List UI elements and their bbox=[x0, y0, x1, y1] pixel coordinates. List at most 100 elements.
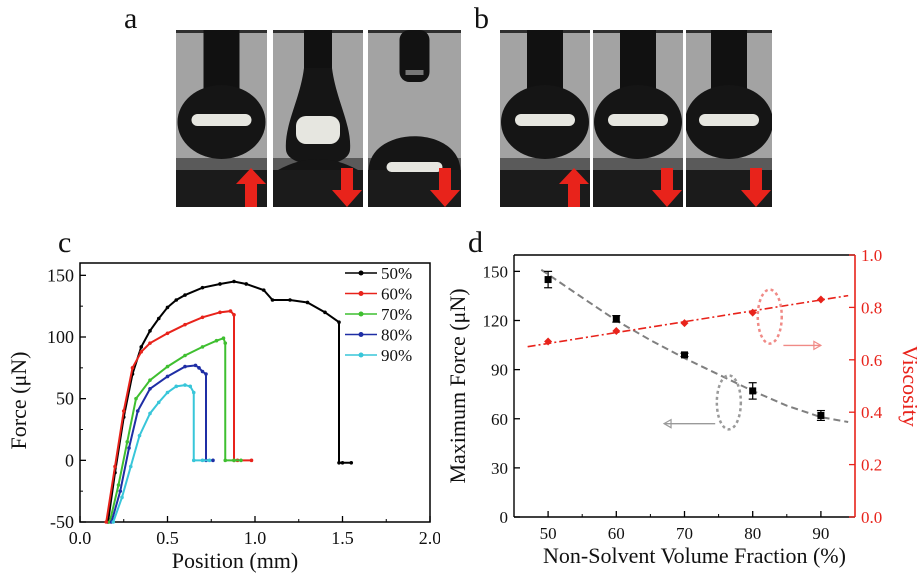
droplet-photo-graphic bbox=[273, 30, 363, 207]
data-point bbox=[156, 400, 161, 405]
data-point bbox=[232, 458, 236, 463]
data-point bbox=[113, 464, 117, 469]
force-fit-curve bbox=[540, 268, 849, 424]
data-point bbox=[193, 363, 198, 368]
y-tick-label: 30 bbox=[491, 459, 508, 478]
data-point bbox=[137, 433, 142, 438]
y-tick-label: 90 bbox=[491, 361, 508, 380]
data-point bbox=[121, 409, 126, 413]
data-point bbox=[165, 364, 170, 369]
data-point bbox=[183, 353, 187, 358]
data-point bbox=[244, 282, 249, 286]
viscosity-series-circle bbox=[756, 288, 783, 345]
droplet-highlight bbox=[296, 116, 340, 144]
panel-letter-d: d bbox=[468, 226, 483, 259]
x-tick-label: 50 bbox=[540, 524, 557, 543]
droplet-photo-graphic bbox=[176, 30, 267, 207]
y-tick-label: 100 bbox=[47, 327, 74, 347]
data-point bbox=[174, 298, 179, 302]
legend-label: 80% bbox=[381, 326, 412, 345]
data-point bbox=[165, 331, 170, 336]
data-point bbox=[261, 288, 266, 292]
needle bbox=[527, 30, 563, 92]
y-right-tick-label: 0.8 bbox=[861, 298, 882, 317]
arrow-down-icon bbox=[652, 168, 682, 207]
substrate-reflection bbox=[176, 158, 267, 170]
force-point bbox=[817, 411, 825, 419]
x-axis-label: Position (mm) bbox=[172, 548, 299, 573]
data-point bbox=[116, 483, 121, 487]
needle bbox=[203, 30, 240, 92]
x-tick-label: 1.0 bbox=[244, 528, 267, 548]
droplet-photo-b-2 bbox=[593, 30, 683, 207]
x-axis-label: Non-Solvent Volume Fraction (%) bbox=[543, 543, 846, 568]
viscosity-point bbox=[612, 326, 621, 335]
data-point bbox=[249, 458, 254, 463]
droplet-photo-a-2 bbox=[273, 30, 363, 207]
data-point bbox=[148, 411, 152, 416]
substrate-reflection bbox=[593, 158, 683, 170]
x-tick-label: 0.5 bbox=[156, 528, 179, 548]
y-right-tick-label: 0.0 bbox=[861, 508, 882, 527]
chart-d: 50 60 70 80 90 0 30 60 90 120 150 0.0 0.2 0.4 0.6 0.8 1.… bbox=[445, 246, 917, 568]
arrow-up-icon bbox=[236, 168, 266, 207]
panel-letter-a: a bbox=[124, 2, 138, 35]
data-point bbox=[125, 440, 130, 444]
data-point bbox=[349, 461, 354, 465]
droplet-highlight bbox=[699, 114, 759, 126]
plot-frame bbox=[79, 262, 431, 523]
x-tick-label: 2.0 bbox=[419, 528, 440, 548]
viscosity-point bbox=[816, 295, 825, 304]
data-point bbox=[221, 336, 226, 341]
data-point bbox=[218, 310, 222, 315]
viscosity-point bbox=[748, 308, 757, 317]
data-point bbox=[128, 464, 133, 469]
y-tick-label: -50 bbox=[50, 512, 74, 532]
data-point bbox=[239, 458, 243, 463]
legend-label: 60% bbox=[381, 285, 412, 304]
force-point bbox=[612, 315, 620, 323]
needle-with-residue bbox=[399, 30, 430, 82]
y-tick-label: 0 bbox=[65, 450, 74, 470]
x-tick-label: 1.5 bbox=[331, 528, 354, 548]
droplet-photo-b-1 bbox=[500, 30, 590, 207]
series-line-50pct bbox=[107, 280, 352, 523]
y-tick-label: 0 bbox=[500, 508, 509, 527]
force-point bbox=[681, 351, 688, 359]
data-point bbox=[120, 495, 124, 500]
data-point bbox=[228, 309, 233, 313]
deposited-droplet bbox=[368, 136, 461, 170]
x-tick-label: 0.0 bbox=[69, 528, 92, 548]
data-point bbox=[130, 366, 135, 370]
series-line-60pct bbox=[105, 310, 252, 523]
y-right-axis-label: Viscosity bbox=[898, 345, 917, 427]
legend-marker bbox=[358, 270, 364, 276]
y-tick-label: 150 bbox=[483, 262, 509, 281]
data-point bbox=[139, 350, 144, 354]
data-point bbox=[148, 329, 152, 333]
data-point bbox=[200, 369, 205, 374]
data-point bbox=[127, 446, 131, 450]
droplet-photo-graphic bbox=[368, 30, 461, 207]
data-point bbox=[200, 458, 205, 463]
viscosity-point bbox=[544, 337, 553, 346]
data-point bbox=[111, 520, 116, 524]
data-point bbox=[223, 341, 228, 345]
legend-label: 50% bbox=[381, 264, 412, 283]
data-point bbox=[197, 366, 201, 370]
droplet-photo-b-3 bbox=[686, 30, 772, 207]
panel-letter-b: b bbox=[474, 2, 489, 35]
data-point bbox=[214, 338, 219, 343]
data-point bbox=[183, 383, 187, 387]
droplet-photo-graphic bbox=[500, 30, 590, 207]
y-axis-label: Force (μN) bbox=[6, 352, 31, 450]
data-point bbox=[270, 298, 275, 302]
data-point bbox=[183, 293, 187, 297]
arrow-right-icon bbox=[813, 340, 823, 351]
data-point bbox=[207, 458, 212, 463]
droplet-highlight bbox=[608, 114, 668, 126]
legend-marker bbox=[358, 352, 364, 358]
needle bbox=[711, 30, 747, 92]
panel-letter-c: c bbox=[58, 226, 72, 259]
data-point bbox=[165, 305, 170, 310]
